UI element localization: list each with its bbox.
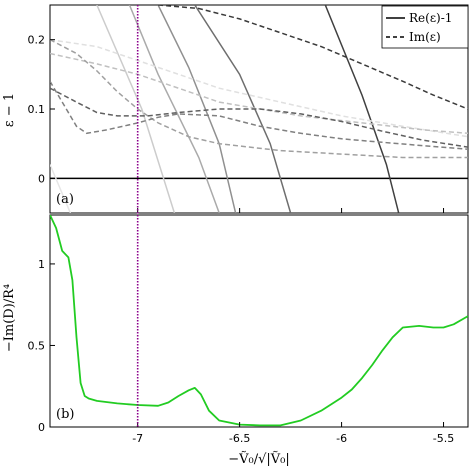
panel-b-ytick-label: 0.5 [28,339,46,352]
panel-b-xtick-label: -6 [336,432,347,445]
panel-a-series-6 [50,38,468,138]
panel-b-tag: (b) [56,407,74,422]
panel-b-ytick-label: 1 [38,258,45,271]
panel-a-ticks-group: 0 0.1 0.2 [28,34,445,213]
panel-b-xtick-label: -5.5 [433,432,454,445]
legend-entry-re: Re(ε)-1 [409,11,452,25]
panel-b-xtick-label: -7 [132,432,143,445]
panel-a-series-10 [50,87,468,148]
panel-b-series-group [50,215,468,427]
panel-a-series-2 [128,5,220,213]
legend: Re(ε)-1 Im(ε) [381,5,469,49]
panel-b-ticks-group: 0 0.5 1 -7 -6.5 -6 -5.5 [28,258,455,445]
panel-a-series-11 [158,5,468,110]
panel-b: 0 0.5 1 -7 -6.5 -6 -5.5 (b) −Im(D)/R⁴ −Ṽ₀/√|Ṽ₀… [2,214,469,467]
legend-entry-im: Im(ε) [409,30,441,44]
panel-a-ytick-label: 0.2 [28,34,46,47]
panel-a-series-7 [50,52,468,135]
panel-b-xlabel: −Ṽ₀/√|Ṽ₀| [228,451,290,467]
legend-box [381,5,469,49]
panel-a: 0 0.1 0.2 (a) ε − 1 Re(ε)-1 Im(ε) [2,4,469,214]
panel-a-series-9 [50,80,468,150]
panel-a-series-8 [50,39,468,159]
panel-b-series-0 [50,215,468,427]
panel-a-ytick-label: 0.1 [28,103,46,116]
panel-a-ytick-label: 0 [38,172,45,185]
panel-b-ytick-label: 0 [38,421,45,434]
panel-a-series-1 [96,5,176,213]
panel-a-series-4 [194,5,292,213]
panel-b-xtick-label: -6.5 [229,432,250,445]
panel-b-frame [49,214,469,428]
panel-a-ylabel: ε − 1 [2,93,17,127]
panel-b-ylabel: −Im(D)/R⁴ [2,284,17,352]
panel-a-series-3 [157,5,237,213]
panel-a-series-0 [50,164,72,213]
panel-a-series-group [50,5,468,213]
panel-a-tag: (a) [56,192,74,207]
